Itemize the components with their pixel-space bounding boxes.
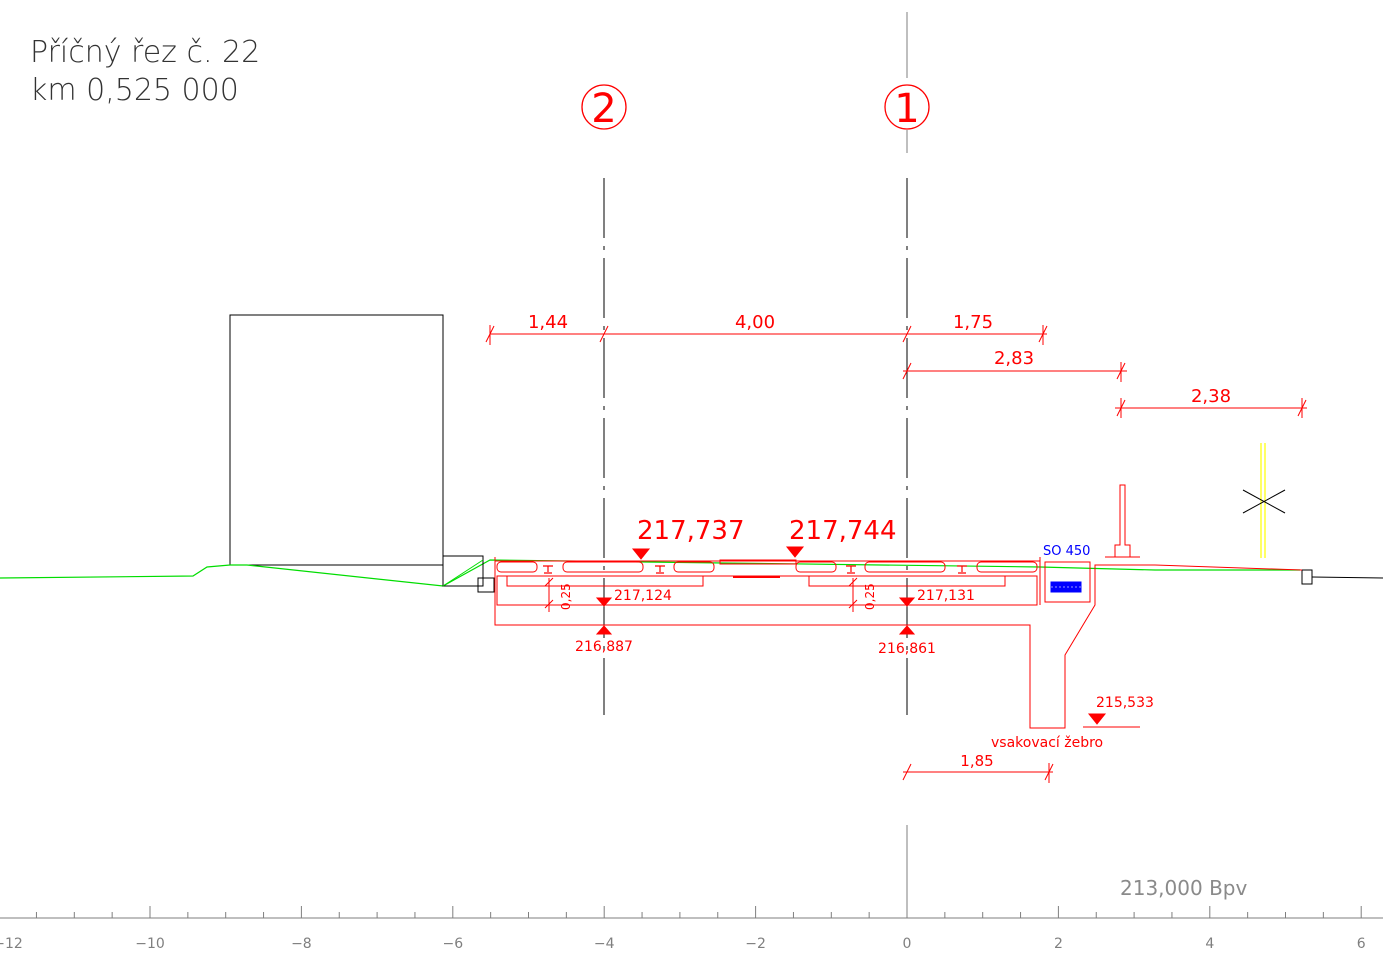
dim-400: 4,00 bbox=[735, 312, 775, 333]
track-structure bbox=[494, 484, 1303, 729]
scale-label: −8 bbox=[291, 936, 312, 952]
scale-label: −12 bbox=[0, 936, 23, 952]
section-chainage: km 0,525 000 bbox=[30, 73, 239, 108]
level-217737: 217,737 bbox=[637, 516, 745, 546]
so450-label: SO 450 bbox=[1043, 544, 1090, 559]
dim-185: 1,85 bbox=[960, 752, 993, 770]
datum-label: 213,000 Bpv bbox=[1120, 876, 1247, 900]
scale-axis bbox=[0, 906, 1383, 919]
existing-building bbox=[229, 314, 444, 566]
level-216861: 216,861 bbox=[878, 641, 936, 657]
scale-label: −2 bbox=[745, 936, 766, 952]
scale-label: −10 bbox=[135, 936, 165, 952]
section-title: Příčný řez č. 22 bbox=[30, 35, 260, 70]
scale-label: 0 bbox=[903, 936, 912, 952]
axis-2-marker bbox=[581, 84, 627, 130]
scale-labels: −12 −10 −8 −6 −4 −2 0 2 4 6 bbox=[0, 936, 1366, 952]
dim-283: 2,83 bbox=[994, 348, 1034, 369]
infiltration-rib-label: vsakovací žebro bbox=[991, 735, 1103, 751]
axis-1: 1 bbox=[884, 12, 930, 918]
level-216887: 216,887 bbox=[575, 639, 633, 655]
level-217131: 217,131 bbox=[917, 588, 975, 604]
level-217744: 217,744 bbox=[789, 516, 897, 546]
dimension-lines bbox=[485, 325, 1307, 783]
boundary-marker bbox=[1242, 443, 1286, 558]
scale-label: −6 bbox=[442, 936, 463, 952]
level-symbols bbox=[595, 546, 1140, 728]
dim-025-left: 0,25 bbox=[559, 583, 573, 610]
axis-2: 2 bbox=[581, 84, 627, 715]
axis-2-label: 2 bbox=[591, 86, 616, 132]
drain-pipe bbox=[1050, 581, 1082, 593]
dim-025-right: 0,25 bbox=[863, 583, 877, 610]
dim-175: 1,75 bbox=[953, 312, 993, 333]
axis-1-marker bbox=[884, 84, 930, 130]
scale-label: 4 bbox=[1205, 936, 1214, 952]
terrain-slope-left bbox=[442, 559, 484, 587]
terrain-line bbox=[0, 559, 1300, 587]
axis-1-label: 1 bbox=[894, 86, 919, 132]
scale-label: −4 bbox=[594, 936, 615, 952]
existing-ground-right bbox=[1311, 576, 1383, 579]
scale-label: 2 bbox=[1054, 936, 1063, 952]
dim-238: 2,38 bbox=[1191, 386, 1231, 407]
scale-label: 6 bbox=[1357, 936, 1366, 952]
dim-144: 1,44 bbox=[528, 312, 568, 333]
left-edge-structure bbox=[442, 555, 495, 593]
level-217124: 217,124 bbox=[614, 588, 672, 604]
edge-block bbox=[1301, 569, 1313, 585]
level-215533: 215,533 bbox=[1096, 695, 1154, 711]
